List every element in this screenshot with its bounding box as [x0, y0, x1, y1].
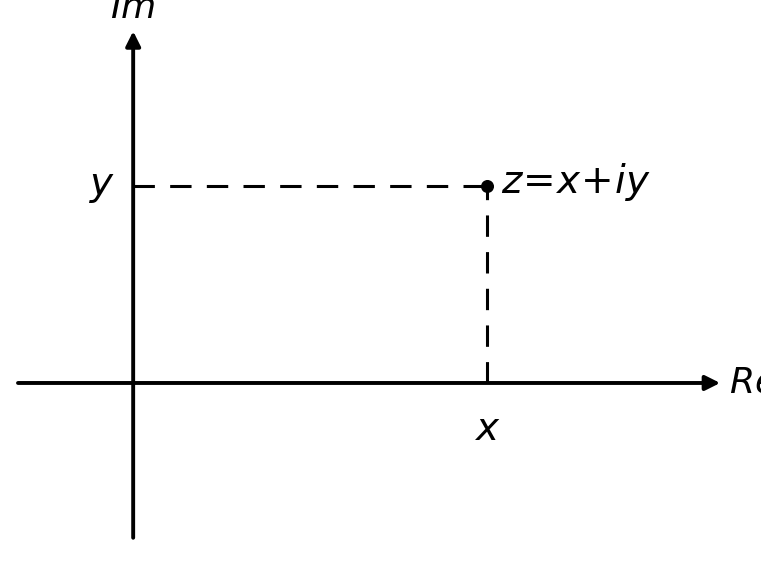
Point	[481, 182, 493, 191]
Text: $Im$: $Im$	[110, 0, 156, 24]
Text: $x$: $x$	[474, 411, 500, 448]
Text: $Re$: $Re$	[729, 366, 761, 400]
Text: $z\!=\!x\!+\!iy$: $z\!=\!x\!+\!iy$	[501, 161, 651, 203]
Text: $y$: $y$	[89, 167, 116, 204]
